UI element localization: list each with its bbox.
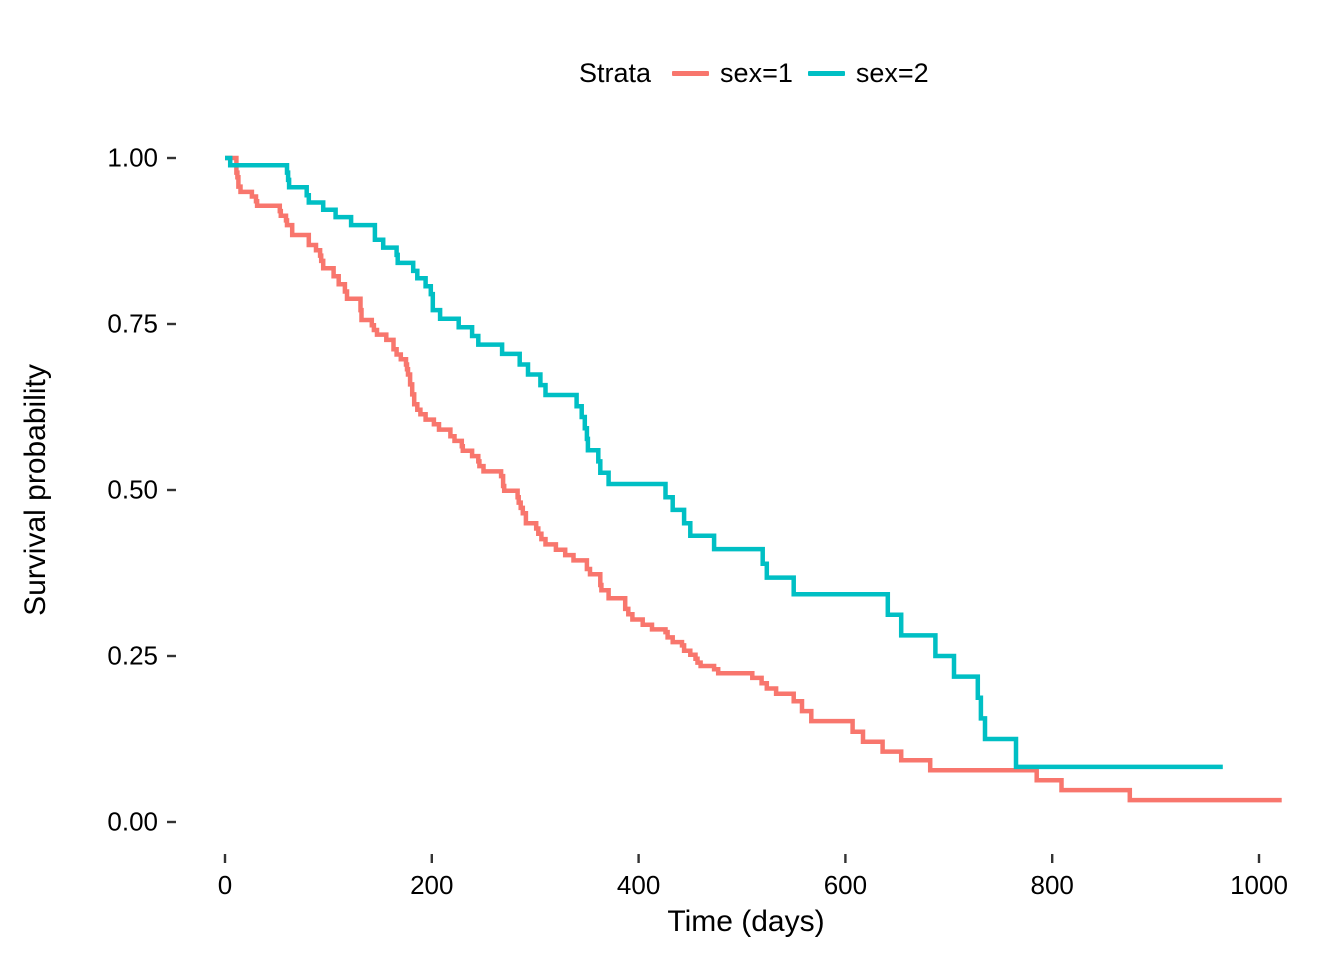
- legend-key-line-sex1: [672, 70, 710, 76]
- x-tick-label: 0: [217, 870, 233, 900]
- km-curve-sex1: [225, 155, 1282, 803]
- y-axis-title: Survival probability: [19, 364, 52, 616]
- legend-item-sex2: sex=2: [807, 57, 929, 89]
- y-tick-label: 0.75: [107, 308, 158, 339]
- y-tick-label: 0.00: [107, 806, 158, 837]
- y-tick-label: 0.25: [107, 640, 158, 671]
- km-curve-sex2: [225, 155, 1223, 770]
- y-tick-label: 1.00: [107, 142, 158, 173]
- x-tick-label: 400: [616, 870, 661, 900]
- legend-label-sex2: sex=2: [855, 57, 929, 88]
- legend: Strata sex=1 sex=2: [579, 57, 944, 89]
- x-tick-label: 1000: [1230, 870, 1288, 900]
- axis-tick-marks: [167, 156, 1261, 863]
- x-tick-label: 600: [823, 870, 868, 900]
- x-tick-label: 800: [1030, 870, 1074, 900]
- x-axis-title: Time (days): [667, 905, 825, 938]
- legend-item-sex1: sex=1: [672, 58, 793, 89]
- x-tick-label: 200: [410, 870, 454, 900]
- legend-key-line-sex2: [807, 70, 845, 76]
- legend-title: Strata: [579, 57, 652, 88]
- y-tick-label: 0.50: [107, 474, 158, 505]
- legend-label-sex1: sex=1: [720, 57, 793, 88]
